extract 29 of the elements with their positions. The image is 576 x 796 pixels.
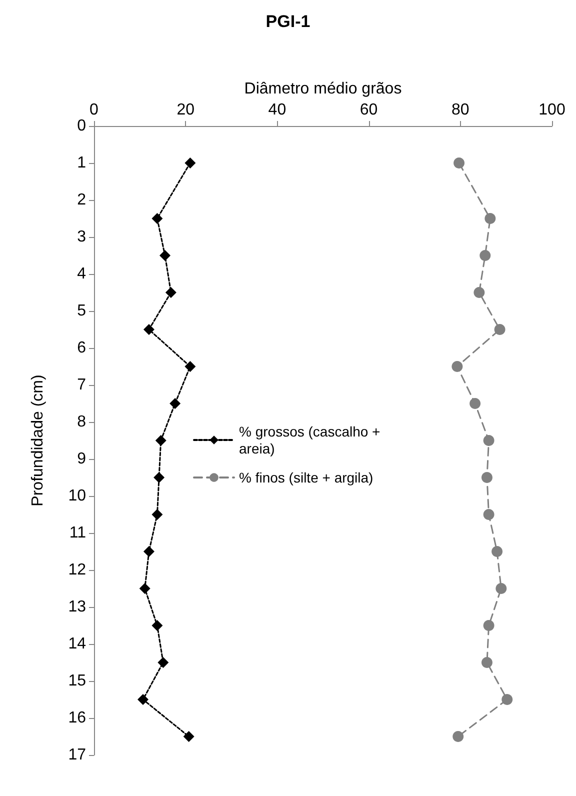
x-tick-label: 0 xyxy=(90,102,99,118)
legend-label: % finos (silte + argila) xyxy=(239,470,374,486)
chart-title: PGI-1 xyxy=(266,12,310,31)
y-tick-label: 4 xyxy=(77,266,86,282)
y-tick-label: 1 xyxy=(77,154,86,172)
y-tick-label: 7 xyxy=(77,376,86,394)
y-tick-label: 6 xyxy=(77,340,86,356)
legend-label: % grossos (cascalho + areia) xyxy=(239,424,384,456)
x-tick-label: 40 xyxy=(268,102,286,118)
y-tick-label: 3 xyxy=(77,228,86,246)
y-tick-label: 15 xyxy=(68,672,86,690)
y-tick-label: 5 xyxy=(77,302,86,320)
y-tick-label: 0 xyxy=(77,118,86,134)
x-tick-label: 80 xyxy=(452,102,470,118)
x-tick-label: 60 xyxy=(360,102,378,118)
y-tick-label: 8 xyxy=(77,414,86,430)
y-tick-label: 2 xyxy=(77,192,86,208)
y-tick-label: 11 xyxy=(69,524,86,542)
x-tick-label: 20 xyxy=(176,102,195,118)
y-axis-title: Profundidade (cm) xyxy=(30,374,46,506)
y-tick-label: 9 xyxy=(77,450,86,468)
x-tick-label: 100 xyxy=(538,102,566,118)
y-tick-label: 14 xyxy=(68,636,86,652)
y-tick-label: 17 xyxy=(68,746,86,764)
y-tick-label: 13 xyxy=(68,598,86,616)
y-tick-label: 16 xyxy=(68,710,86,726)
y-tick-label: 10 xyxy=(68,488,86,504)
y-tick-label: 12 xyxy=(68,562,86,578)
x-axis-title: Diâmetro médio grãos xyxy=(244,80,402,98)
